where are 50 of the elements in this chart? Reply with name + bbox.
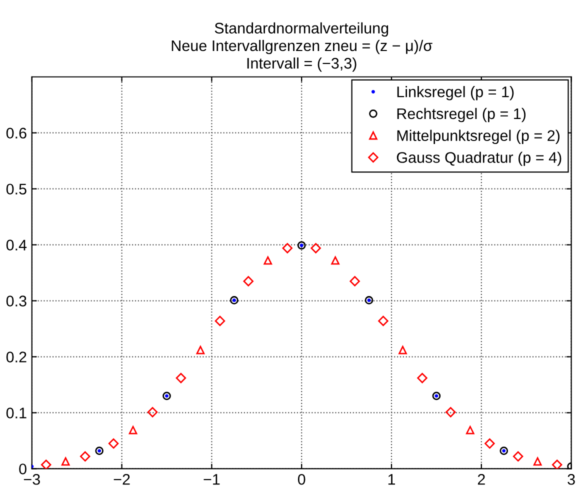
point bbox=[282, 243, 293, 254]
y-tick-label: 0.1 bbox=[6, 408, 26, 418]
point bbox=[95, 446, 104, 455]
y-tick-label: 0.5 bbox=[6, 184, 26, 195]
legend-label: Rechtsregel (p = 1) bbox=[397, 108, 526, 122]
x-tick-label: −2 bbox=[114, 474, 130, 485]
chart-title: Standardnormalverteilung Neue Intervallgrenzen zneu = (z − μ)/σ Intervall = (−3,3) bbox=[172, 22, 432, 72]
y-tick-label: 0.4 bbox=[6, 240, 27, 250]
point bbox=[61, 457, 70, 466]
point bbox=[446, 407, 456, 418]
point bbox=[417, 372, 428, 384]
point bbox=[484, 438, 495, 449]
point bbox=[552, 460, 562, 469]
x-tick-label: 1 bbox=[388, 474, 396, 485]
y-tick-label: 0.6 bbox=[6, 128, 26, 139]
point bbox=[147, 407, 158, 418]
x-tick-label: 0 bbox=[298, 474, 306, 485]
x-tick-label: 2 bbox=[478, 474, 485, 485]
point bbox=[176, 372, 186, 384]
point bbox=[80, 451, 90, 462]
y-tick-label: 0.3 bbox=[6, 296, 26, 306]
point bbox=[432, 392, 441, 400]
point bbox=[297, 241, 306, 250]
x-tick-label: −3 bbox=[24, 474, 40, 485]
y-tick-label: 0 bbox=[19, 464, 26, 474]
point bbox=[533, 457, 542, 466]
point bbox=[398, 346, 407, 354]
point bbox=[243, 276, 254, 286]
point bbox=[196, 346, 205, 354]
y-tick-label: 0.2 bbox=[6, 352, 26, 362]
legend-label: Mittelpunktsregel (p = 2) bbox=[397, 130, 560, 144]
legend-label: Gauss Quadratur (p = 4) bbox=[396, 152, 562, 166]
point bbox=[310, 243, 321, 254]
point bbox=[128, 426, 138, 434]
point bbox=[40, 460, 52, 469]
point bbox=[162, 392, 171, 400]
point bbox=[350, 276, 360, 286]
point bbox=[264, 256, 272, 265]
point bbox=[378, 316, 388, 326]
point bbox=[230, 296, 238, 304]
point bbox=[500, 446, 508, 455]
x-tick-label: 3 bbox=[568, 474, 575, 485]
point bbox=[108, 438, 119, 449]
point bbox=[466, 426, 474, 434]
point bbox=[214, 316, 226, 326]
legend-label: Linksregel (p = 1) bbox=[397, 86, 514, 100]
point bbox=[364, 296, 374, 304]
x-tick-label: −1 bbox=[204, 474, 220, 485]
point bbox=[331, 256, 340, 265]
point bbox=[512, 451, 524, 462]
